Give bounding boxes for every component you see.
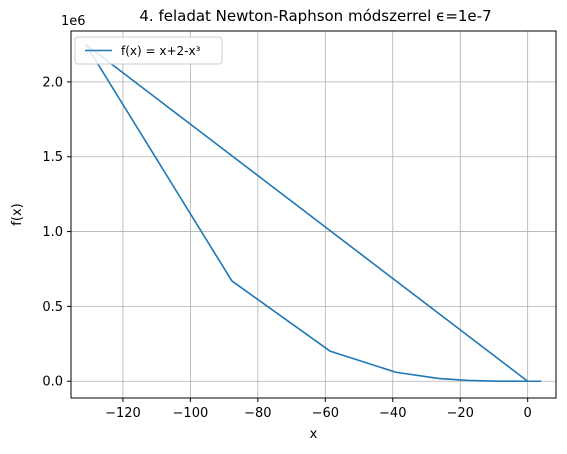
y-tick-label: 1.0 [42, 225, 63, 240]
y-tick-label: 0.0 [42, 375, 63, 390]
x-tick-label: −100 [173, 406, 209, 421]
legend-box [74, 36, 223, 65]
x-tick-label: 0 [524, 406, 532, 421]
y-tick-label: 0.5 [42, 300, 63, 315]
x-tick-label: −20 [446, 406, 473, 421]
legend-label: f(x) = x+2-x³ [121, 44, 201, 58]
chart-title: 4. feladat Newton-Raphson módszerrel ϵ=1… [139, 7, 491, 25]
series-line [85, 43, 542, 383]
x-tick-label: −60 [312, 406, 339, 421]
grid-lines [71, 31, 556, 398]
y-offset-label: 1e6 [61, 14, 86, 29]
plot-frame [70, 30, 557, 399]
x-tick-label: −80 [244, 406, 271, 421]
x-tick-label: −120 [105, 406, 141, 421]
legend: f(x) = x+2-x³ [74, 36, 223, 65]
x-tick-label: −40 [379, 406, 406, 421]
y-axis-label: f(x) [10, 203, 25, 225]
y-tick-label: 1.5 [42, 150, 63, 165]
y-tick-label: 2.0 [42, 75, 63, 90]
series-layer [85, 43, 542, 383]
axis-ticks: −120 −100 −80 −60 −40 −20 0 0.0 0.5 1.0 1.5 2.0 [42, 75, 531, 421]
x-axis-label: x [310, 427, 318, 442]
